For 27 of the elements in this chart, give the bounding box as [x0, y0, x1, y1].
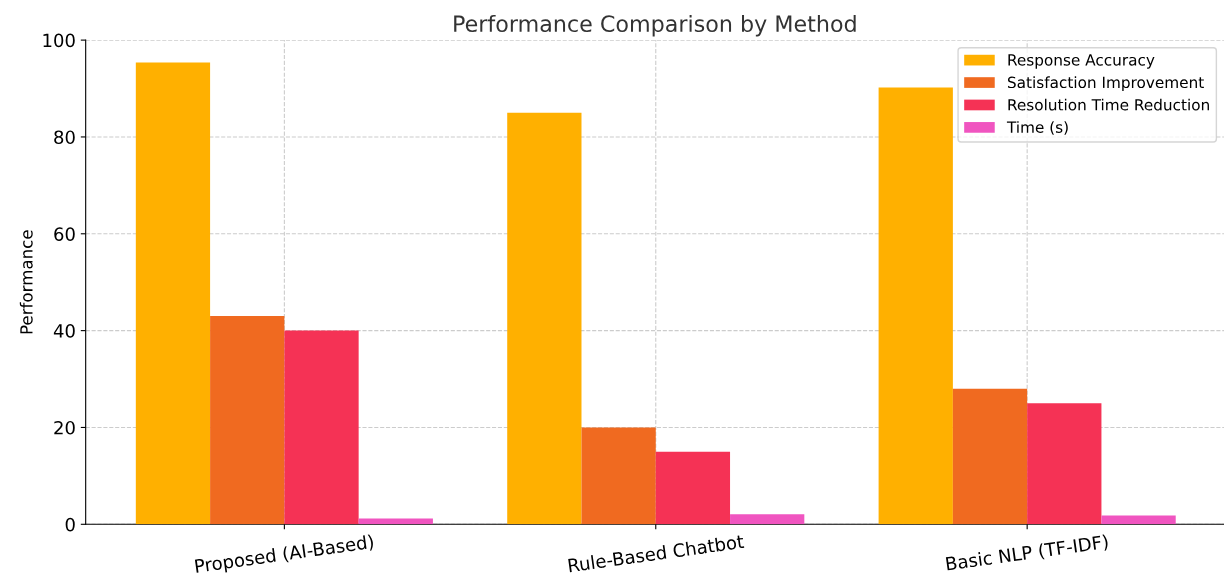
y-tick-label: 100 [43, 33, 75, 48]
legend-label: Satisfaction Improvement [1007, 76, 1204, 92]
legend-label: Resolution Time Reduction [1008, 98, 1209, 111]
bar [358, 518, 433, 525]
y-tick-label: 40 [53, 324, 75, 338]
chart-title: Performance Comparison by Method [454, 14, 856, 37]
x-tick-label: Rule-Based Chatbot [568, 534, 745, 573]
legend-label: Time (s) [1006, 121, 1068, 135]
bar [507, 112, 582, 525]
bar [1027, 403, 1102, 525]
y-axis-title: Performance [19, 230, 33, 334]
bar [284, 330, 359, 525]
bar [210, 316, 285, 525]
y-tick-label: 80 [54, 130, 75, 145]
bar [581, 427, 656, 525]
y-tick-label: 0 [65, 517, 75, 532]
bar [1101, 515, 1176, 525]
x-tick-label: Proposed (AI-Based) [194, 534, 375, 573]
bar [655, 451, 731, 525]
x-tick-label: Basic NLP (TF-IDF) [945, 534, 1109, 573]
bar [952, 388, 1028, 525]
bar [730, 514, 805, 525]
y-tick-label: 60 [54, 227, 75, 241]
bar [135, 62, 211, 525]
legend-label: Response Accuracy [1008, 54, 1155, 69]
bar [878, 87, 953, 525]
y-tick-label: 20 [54, 420, 75, 435]
